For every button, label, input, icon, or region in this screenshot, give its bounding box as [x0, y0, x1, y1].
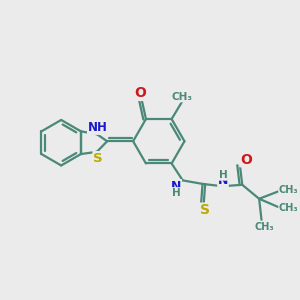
Text: S: S — [93, 152, 103, 165]
Text: CH₃: CH₃ — [254, 222, 274, 232]
Text: O: O — [240, 153, 252, 167]
Text: N: N — [171, 180, 181, 193]
Text: CH₃: CH₃ — [279, 185, 298, 195]
Text: N: N — [218, 175, 228, 188]
Text: CH₃: CH₃ — [172, 92, 193, 102]
Text: S: S — [200, 203, 210, 217]
Text: NH: NH — [88, 121, 107, 134]
Text: H: H — [219, 170, 227, 180]
Text: CH₃: CH₃ — [279, 203, 298, 213]
Text: H: H — [172, 188, 181, 198]
Text: O: O — [134, 86, 146, 100]
